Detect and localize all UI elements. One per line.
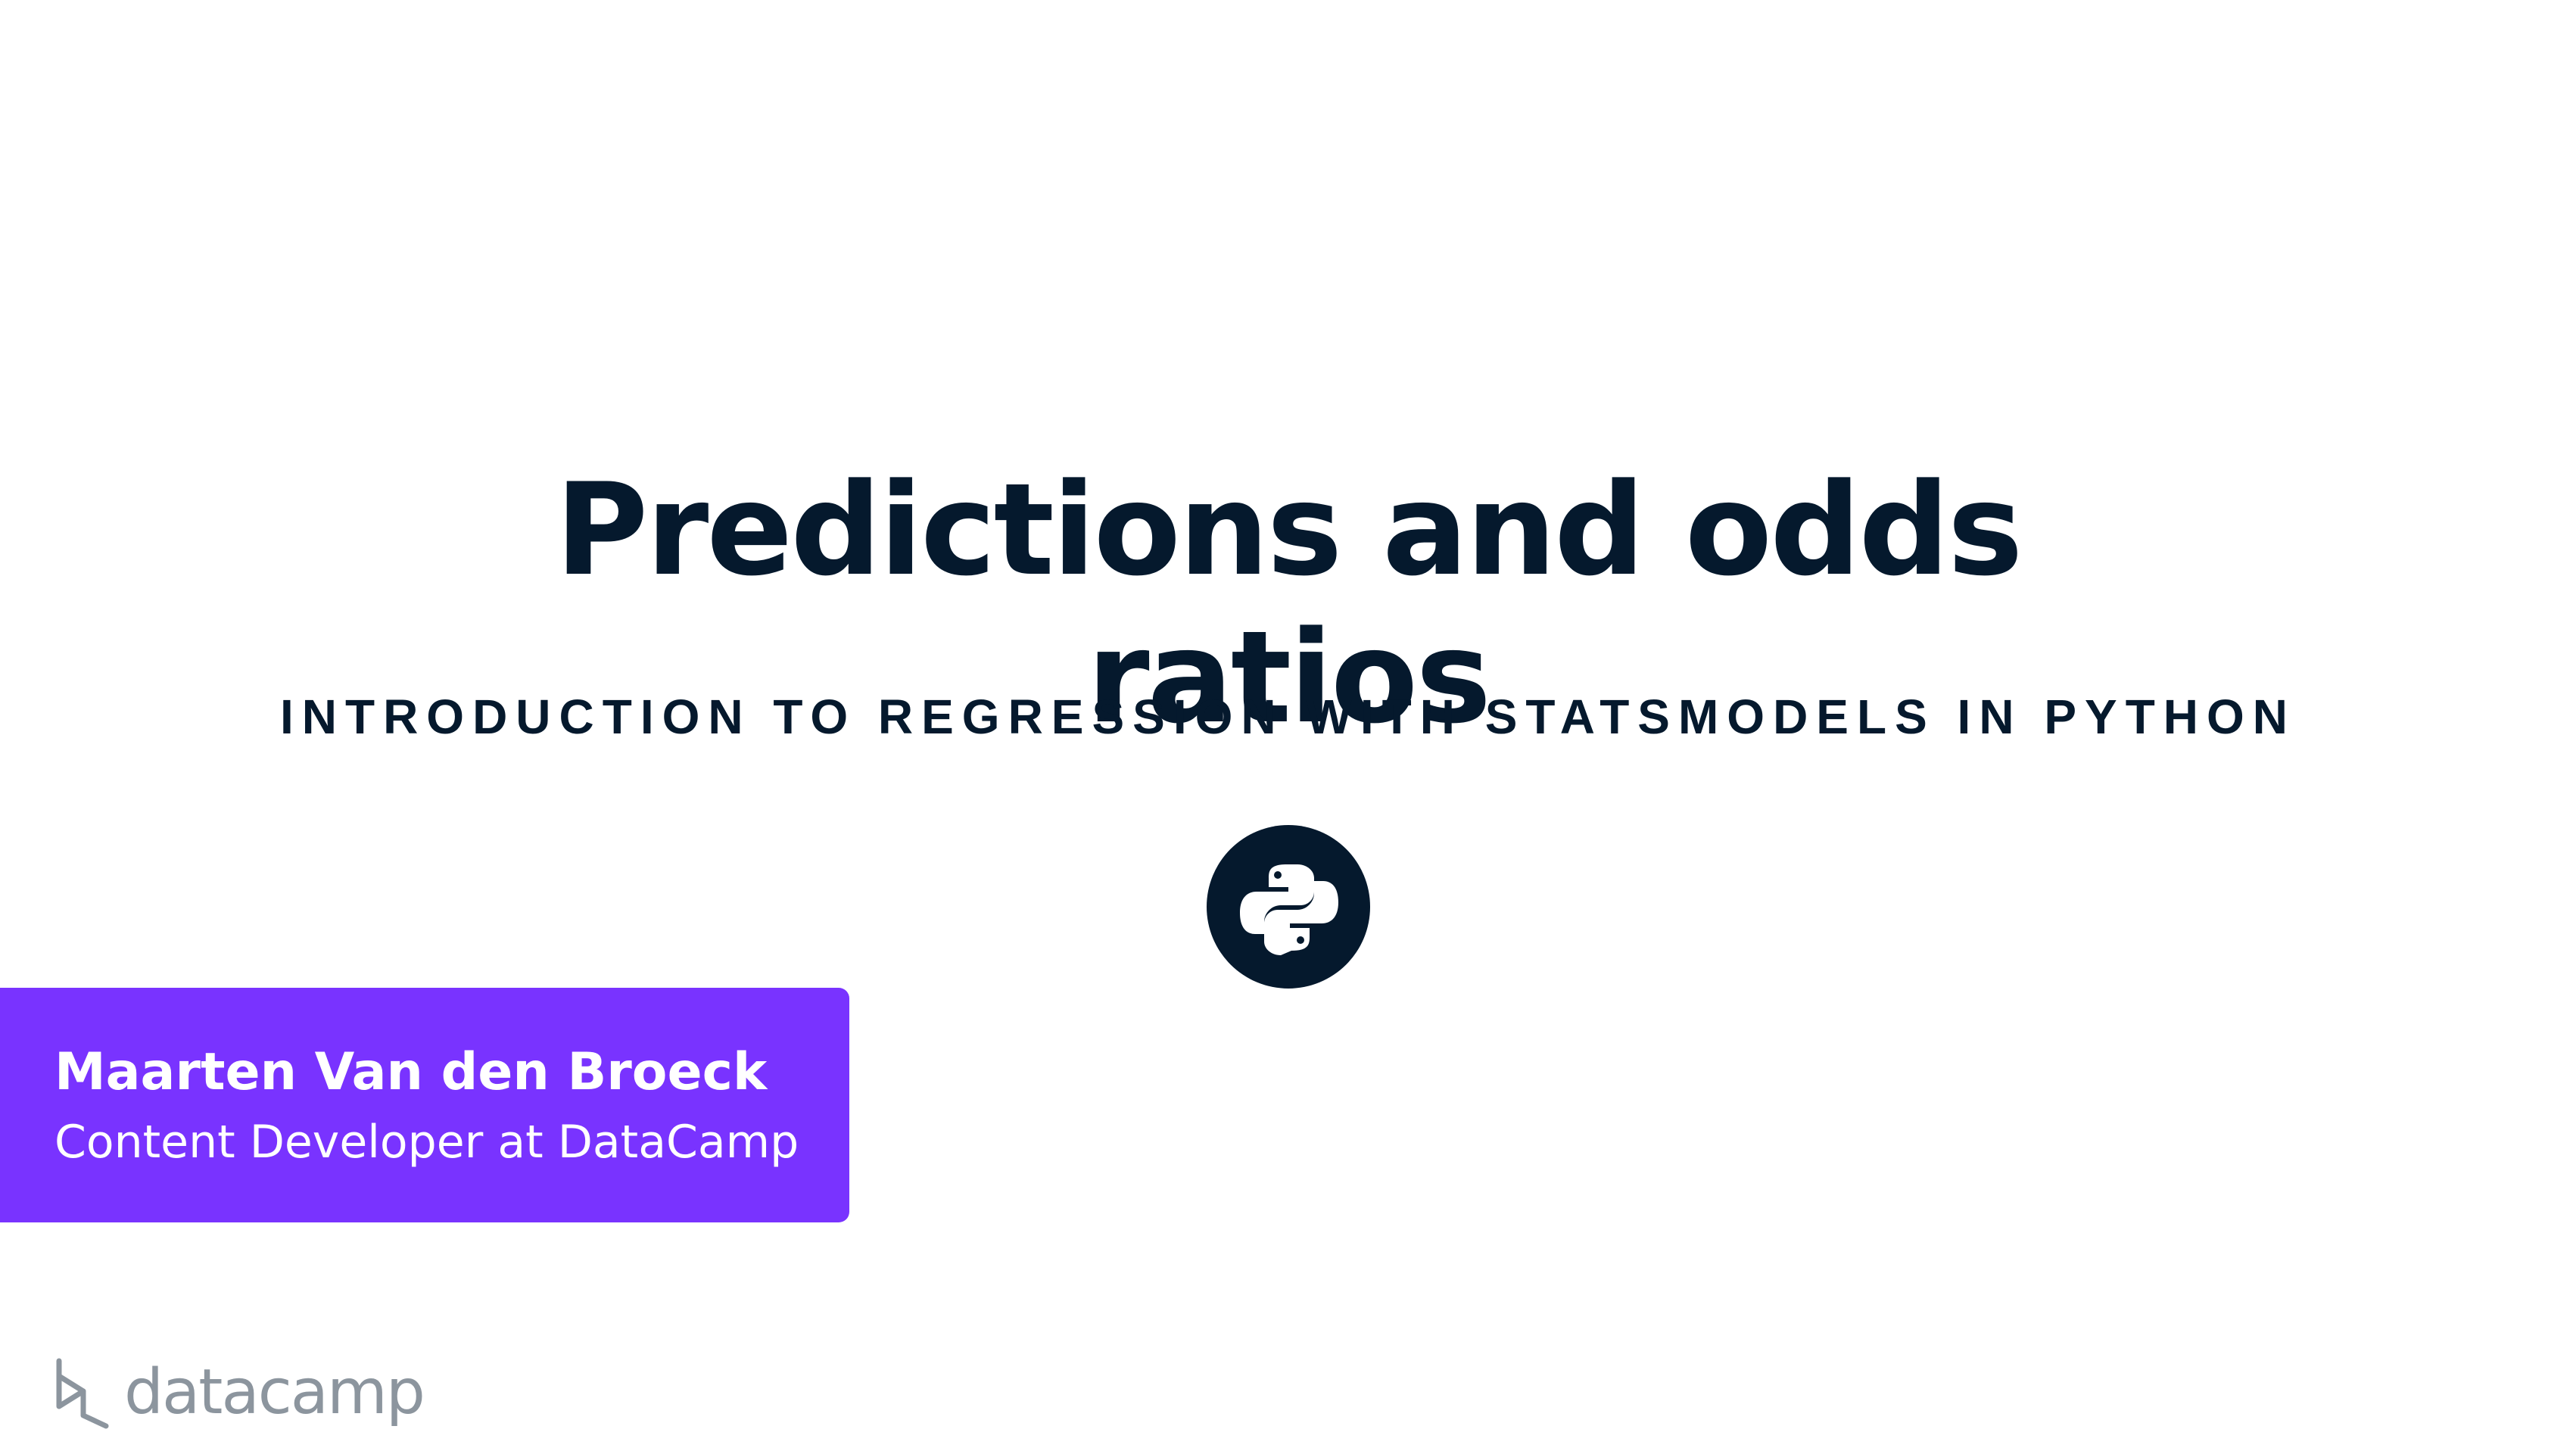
author-name: Maarten Van den Broeck: [55, 1042, 768, 1102]
datacamp-logo-text: datacamp: [124, 1356, 425, 1428]
course-title: INTRODUCTION TO REGRESSION WITH STATSMOD…: [279, 690, 2297, 744]
slide-title-line-2: ratios: [1086, 603, 1492, 752]
python-icon: [1207, 825, 1370, 989]
slide-title: Predictions and odds ratios: [0, 456, 2576, 752]
author-card: Maarten Van den Broeck Content Developer…: [0, 988, 849, 1222]
author-role: Content Developer at DataCamp: [55, 1116, 799, 1169]
datacamp-logo: datacamp: [53, 1351, 425, 1434]
datacamp-logo-icon: [53, 1356, 109, 1429]
slide-title-line-1: Predictions and odds: [555, 455, 2023, 604]
